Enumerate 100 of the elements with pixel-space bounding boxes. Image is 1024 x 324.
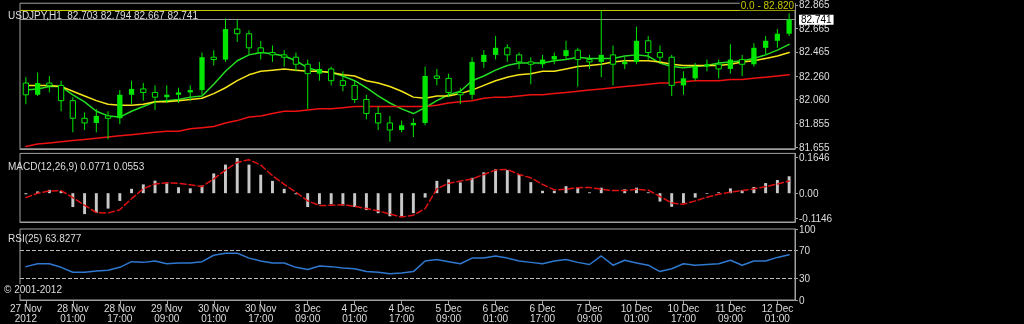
candlestick — [433, 68, 440, 86]
candlestick — [445, 73, 452, 98]
candlestick — [117, 89, 123, 125]
candlestick — [609, 44, 617, 86]
bar — [106, 193, 110, 209]
candlestick — [234, 19, 241, 43]
bar — [130, 188, 134, 194]
candlestick — [57, 80, 65, 112]
line-series — [25, 252, 790, 275]
bar — [517, 174, 521, 194]
candlestick — [727, 43, 734, 75]
bar — [270, 180, 274, 194]
candlestick — [774, 28, 781, 49]
x-tick-label: 30 Nov 17:00 — [244, 302, 277, 324]
y-tick-label: 82.060 — [799, 93, 831, 105]
x-tick-label: 11 Dec 09:00 — [714, 302, 746, 324]
text: MACD(12,26,9) 0.0771 0.0553 — [8, 160, 145, 172]
candlestick — [786, 12, 792, 37]
candlestick — [339, 70, 347, 92]
x-tick-label: 6 Dec 01:00 — [482, 302, 509, 324]
y-tick-label: 70 — [799, 244, 811, 256]
candlestick — [128, 80, 135, 105]
x-tick-label: 7 Dec 09:00 — [576, 302, 603, 324]
annotation: © 2001-2012 — [4, 283, 63, 295]
bar — [118, 193, 122, 201]
bar — [177, 187, 180, 194]
bar — [141, 184, 145, 194]
bar — [83, 193, 87, 215]
bar — [693, 193, 697, 198]
candlestick — [351, 80, 358, 104]
x-tick-label: 29 Nov 09:00 — [150, 302, 183, 324]
candlestick — [104, 110, 112, 140]
x-tick-label: 10 Dec 01:00 — [620, 302, 653, 324]
bar — [411, 193, 415, 214]
bar — [224, 164, 227, 194]
candlestick — [292, 52, 300, 72]
candlestick — [316, 61, 323, 82]
candlestick — [598, 9, 604, 78]
candlestick — [563, 40, 569, 61]
bar — [775, 180, 779, 194]
x-tick-label: 4 Dec 01:00 — [341, 302, 368, 324]
x-tick-label: 10 Dec 17:00 — [667, 302, 700, 324]
candlestick — [386, 115, 394, 143]
candlestick — [715, 59, 722, 79]
candlestick — [492, 35, 499, 61]
bar — [400, 193, 404, 217]
bar — [235, 158, 239, 194]
text: USDJPY,H1 82.703 82.794 82.667 82.741 — [8, 9, 199, 21]
x-tick-label: 27 Nov 2012 — [10, 302, 42, 324]
candlestick — [93, 108, 99, 133]
candlestick — [739, 54, 746, 77]
candlestick — [34, 71, 41, 97]
bar — [329, 193, 333, 205]
bar — [482, 172, 486, 194]
x-tick-label: 3 Dec 09:00 — [294, 302, 321, 324]
y-tick-label: 100 — [799, 223, 817, 235]
bar — [681, 193, 685, 204]
x-tick-label: 12 Dec 01:00 — [761, 302, 794, 324]
bar — [165, 183, 169, 194]
y-tick-label: 0 — [799, 294, 805, 306]
x-tick-label: 30 Nov 01:00 — [197, 302, 230, 324]
x-tick-label: 28 Nov 01:00 — [57, 302, 89, 324]
bar — [423, 193, 427, 198]
candlestick — [363, 94, 370, 120]
bar — [670, 193, 674, 207]
y-tick-label: 82.465 — [799, 46, 831, 58]
y-tick-label: 0.00 — [799, 187, 819, 199]
bar — [447, 179, 451, 194]
candlestick — [704, 59, 710, 72]
candlestick — [680, 70, 687, 96]
bar — [364, 193, 368, 211]
candlestick — [751, 42, 757, 68]
candlestick — [328, 66, 335, 86]
candlestick — [527, 56, 534, 85]
bar — [388, 193, 392, 217]
y-tick-label: 30 — [799, 273, 811, 285]
bar — [494, 169, 498, 194]
x-tick-label: 5 Dec 09:00 — [435, 302, 462, 324]
y-tick-label: -0.1146 — [799, 212, 833, 224]
candlestick — [245, 29, 253, 56]
candlestick — [257, 40, 264, 61]
annotation: 0.0 - 82.820 — [740, 0, 795, 11]
ref-line-label: 82.741 — [801, 14, 833, 26]
bar — [470, 177, 474, 194]
y-tick-label: 0.1646 — [799, 151, 831, 163]
bar — [787, 176, 791, 194]
candlestick — [574, 47, 581, 88]
bar — [317, 193, 321, 205]
y-tick-label: 81.655 — [799, 141, 831, 153]
bar — [188, 188, 192, 194]
bar — [282, 188, 286, 194]
candlestick — [656, 44, 664, 63]
bar — [341, 193, 345, 206]
x-tick-label: 28 Nov 17:00 — [103, 302, 136, 324]
candlestick — [645, 35, 652, 61]
y-tick-label: 82.260 — [799, 70, 831, 82]
bar — [529, 182, 533, 194]
bar — [353, 193, 357, 208]
x-tick-label: 6 Dec 17:00 — [529, 302, 556, 324]
candlestick — [763, 35, 769, 56]
